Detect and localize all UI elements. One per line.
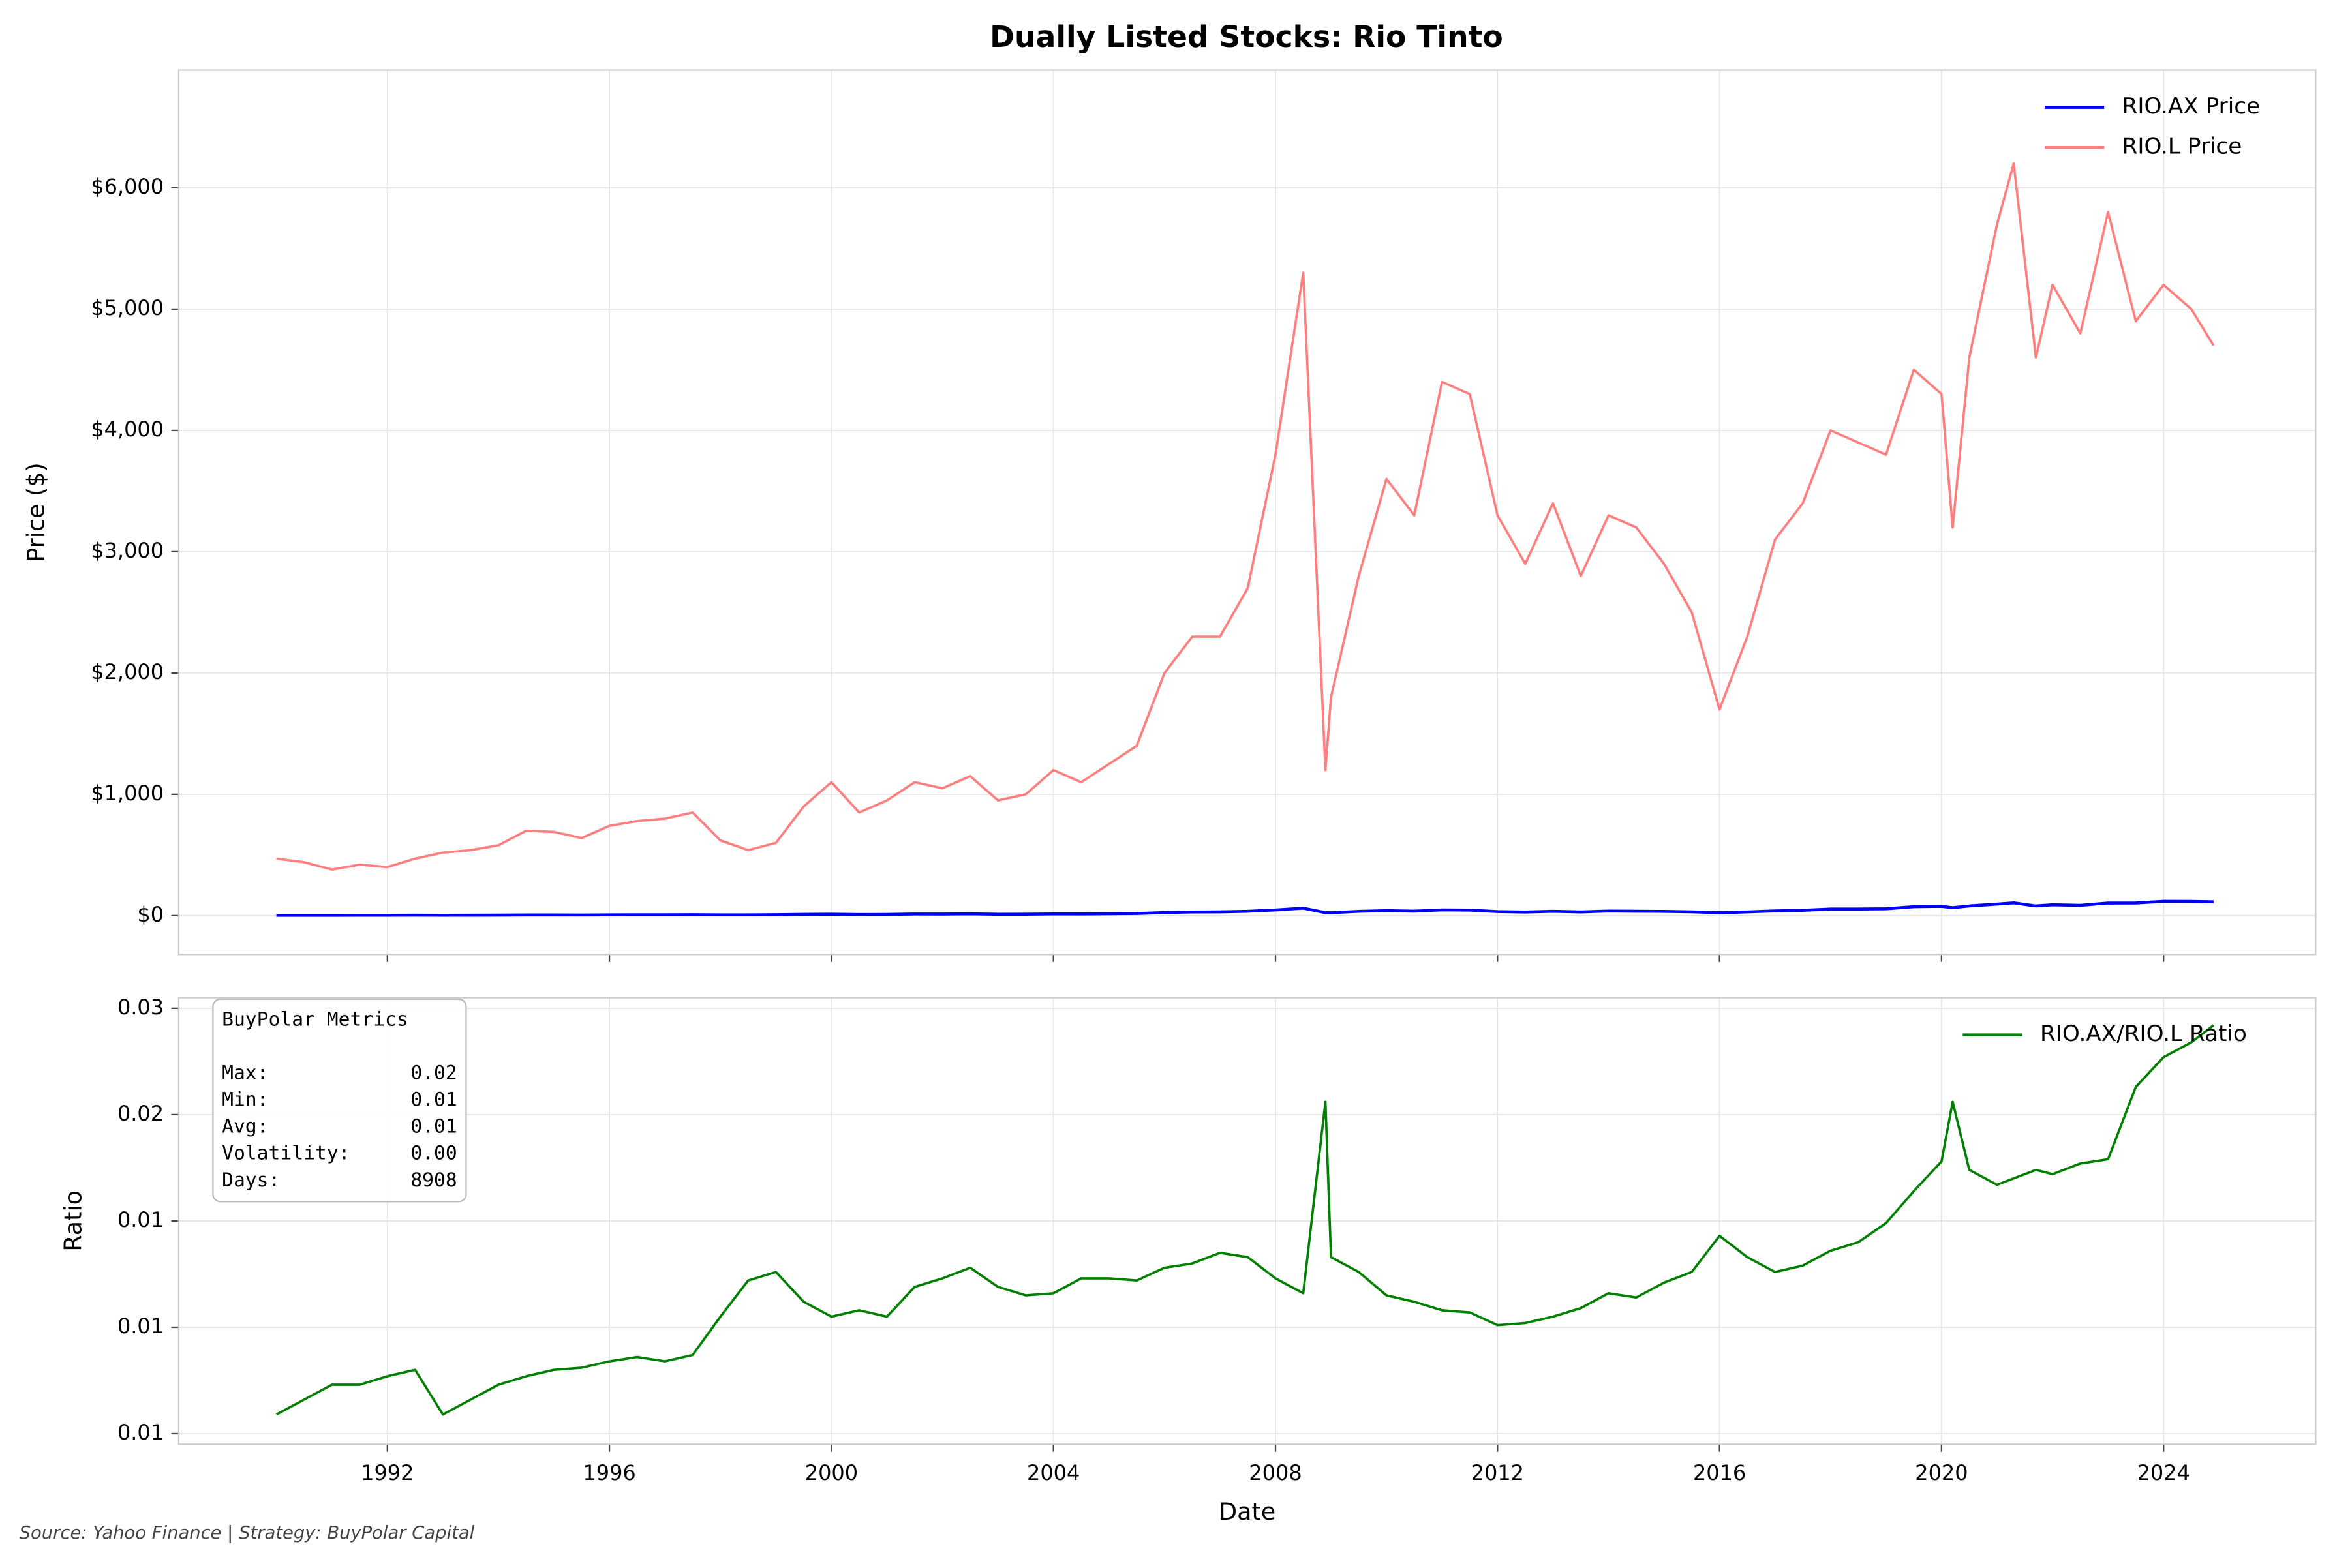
x-tick-label: 1992 (361, 1460, 414, 1485)
x-tick-label: 2000 (805, 1460, 858, 1485)
x-tick-label: 2012 (1471, 1460, 1524, 1485)
chart-title: Dually Listed Stocks: Rio Tinto (990, 20, 1503, 54)
plot-frame (177, 997, 2317, 1445)
metrics-box (212, 998, 467, 1203)
y-tick-label: $6,000 (91, 174, 164, 199)
y-tick-label: 0.02 (117, 1101, 164, 1126)
y-tick-label: $0 (137, 902, 164, 927)
metrics-label: Max: (222, 1061, 268, 1083)
y-axis-label: Ratio (59, 1190, 87, 1252)
source-note: Source: Yahoo Finance | Strategy: BuyPol… (20, 1523, 475, 1543)
metrics-label: Avg: (222, 1115, 268, 1138)
x-tick-label: 2016 (1693, 1460, 1746, 1485)
x-tick-label: 2024 (2137, 1460, 2190, 1485)
y-tick-label: 0.01 (117, 1420, 164, 1445)
y-tick-label: 0.01 (117, 1207, 164, 1232)
metrics-label: Volatility: (222, 1141, 350, 1164)
y-tick-label: $3,000 (91, 538, 164, 563)
metrics-title: BuyPolar Metrics (222, 1007, 408, 1030)
y-tick-label: $1,000 (91, 781, 164, 806)
metrics-value: 0.00 (410, 1141, 457, 1164)
legend-label: RIO.AX/RIO.L Ratio (2040, 1021, 2247, 1047)
y-tick-label: 0.03 (117, 995, 164, 1019)
plot-frame (177, 69, 2317, 956)
metrics-value: 0.02 (410, 1061, 457, 1083)
metrics-label: Days: (222, 1168, 280, 1191)
x-tick-label: 2004 (1027, 1460, 1080, 1485)
series-line (275, 1024, 2214, 1416)
metrics-value: 8908 (410, 1168, 457, 1191)
metrics-value: 0.01 (410, 1115, 457, 1138)
metrics-value: 0.01 (410, 1088, 457, 1111)
y-tick-label: $2,000 (91, 659, 164, 684)
x-tick-label: 1996 (583, 1460, 635, 1485)
metrics-label: Min: (222, 1088, 268, 1111)
legend-label: RIO.L Price (2122, 134, 2242, 160)
plot-area (275, 1024, 2214, 1416)
x-tick-label: 2020 (1915, 1460, 1968, 1485)
legend-label: RIO.AX Price (2122, 93, 2261, 119)
y-tick-label: 0.01 (117, 1314, 164, 1338)
x-axis-label: Date (1219, 1498, 1275, 1526)
series-line (276, 162, 2215, 871)
plot-area (276, 162, 2215, 917)
y-tick-label: $4,000 (91, 417, 164, 442)
series-line (276, 899, 2214, 917)
y-tick-label: $5,000 (91, 295, 164, 320)
x-tick-label: 2008 (1249, 1460, 1302, 1485)
y-axis-label: Price ($) (22, 462, 50, 562)
